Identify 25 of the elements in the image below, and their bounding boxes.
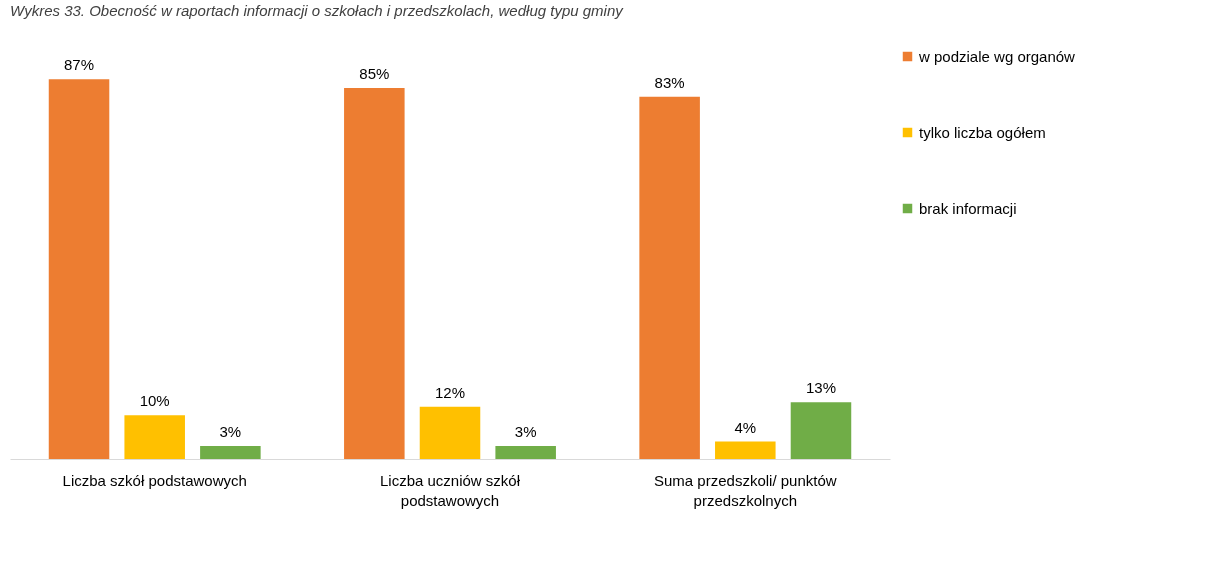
data-label: 3% bbox=[514, 422, 537, 440]
bar bbox=[344, 88, 405, 459]
x-tick-label: Liczba szkół podstawowych bbox=[62, 471, 247, 489]
bar bbox=[419, 406, 481, 459]
legend-label: brak informacji bbox=[919, 199, 1017, 217]
bar bbox=[715, 441, 776, 459]
data-label: 10% bbox=[139, 392, 170, 410]
data-label: 13% bbox=[805, 379, 836, 397]
data-label: 12% bbox=[434, 383, 466, 401]
data-label: 3% bbox=[219, 422, 242, 440]
chart-title: Wykres 33. Obecność w raportach informacji o szkołach i przedszkolach, według typu gminy bbox=[10, 2, 625, 19]
bar bbox=[200, 445, 261, 459]
data-label: 87% bbox=[64, 56, 95, 74]
data-label: 83% bbox=[654, 73, 685, 91]
bar bbox=[639, 96, 700, 459]
bar bbox=[495, 445, 556, 459]
bar bbox=[790, 402, 852, 459]
data-label: 4% bbox=[734, 418, 757, 436]
data-label: 85% bbox=[359, 65, 390, 83]
bar bbox=[124, 415, 185, 459]
x-tick-label: Liczba uczniów szkół podstawowych bbox=[379, 471, 521, 509]
bar bbox=[48, 79, 110, 459]
legend-label: tylko liczba ogółem bbox=[919, 123, 1046, 141]
legend-label: w podziale wg organów bbox=[918, 47, 1076, 65]
x-tick-label: Suma przedszkoli/ punktów przedszkolnych bbox=[654, 471, 837, 509]
